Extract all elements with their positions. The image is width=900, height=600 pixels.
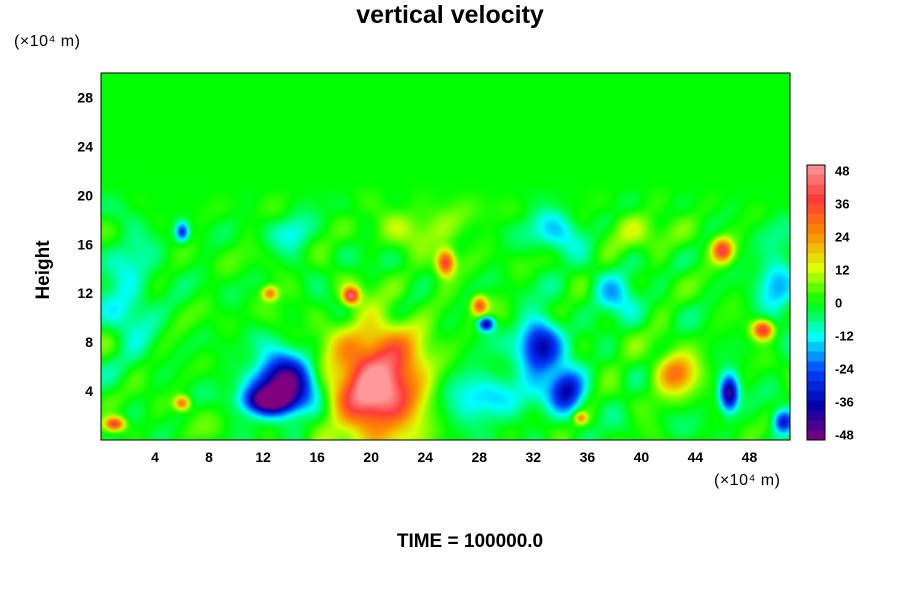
x-axis-ticks: 4 8 12 16 20 24 28 32 36 40 44 48 <box>151 449 757 465</box>
x-tick-label: 48 <box>742 449 758 465</box>
colorbar-swatch <box>807 341 825 353</box>
colorbar-frame <box>806 164 826 441</box>
x-tick-label: 40 <box>634 449 650 465</box>
colorbar-swatch <box>807 420 825 431</box>
colorbar-swatch <box>807 282 825 294</box>
colorbar-tick-label: -48 <box>835 428 854 443</box>
plot-frame <box>100 72 791 441</box>
colorbar-swatch <box>807 400 825 412</box>
colorbar-swatch <box>807 273 825 284</box>
colorbar-swatch <box>807 302 825 313</box>
y-tick-label: 24 <box>77 138 93 154</box>
colorbar-swatch <box>807 312 825 323</box>
x-tick-label: 36 <box>580 449 596 465</box>
colorbar-tick-label: -36 <box>835 395 854 410</box>
x-tick-label: 32 <box>526 449 542 465</box>
colorbar-tick-label: 12 <box>835 263 849 278</box>
chart-title: vertical velocity <box>356 1 544 29</box>
x-tick-label: 28 <box>471 449 487 465</box>
colorbar-swatch <box>807 361 825 372</box>
colorbar-swatch <box>807 184 825 195</box>
colorbar-swatch <box>807 390 825 402</box>
colorbar-tick-label: 48 <box>835 164 849 179</box>
colorbar-tick-label: 24 <box>835 230 850 245</box>
y-tick-label: 28 <box>77 89 93 105</box>
y-tick-label: 12 <box>77 285 93 301</box>
time-label: TIME = 100000.0 <box>396 531 544 552</box>
y-axis-ticks: 4 8 12 16 20 24 28 <box>77 89 93 399</box>
colorbar-swatch <box>807 174 825 186</box>
y-tick-label: 8 <box>85 334 93 350</box>
y-tick-label: 20 <box>77 187 93 203</box>
colorbar-swatch <box>807 410 825 421</box>
colorbar-swatch <box>807 371 825 382</box>
colorbar-swatch <box>807 351 825 362</box>
colorbar-swatch <box>807 214 825 225</box>
x-tick-label: 20 <box>363 449 379 465</box>
x-tick-label: 24 <box>417 449 433 465</box>
colorbar-swatch <box>807 322 825 333</box>
colorbar-swatch <box>807 430 825 441</box>
colorbar-swatch <box>807 165 825 176</box>
colorbar-swatch <box>807 194 825 205</box>
x-axis-unit: (×10⁴ m) <box>714 472 781 489</box>
colorbar-tick-label: -24 <box>835 362 855 377</box>
colorbar-tick-label: -12 <box>835 329 854 344</box>
colorbar-swatch <box>807 263 825 274</box>
colorbar-swatch <box>807 204 825 215</box>
x-tick-label: 4 <box>151 449 159 465</box>
x-tick-label: 16 <box>309 449 325 465</box>
colorbar-tick-label: 0 <box>835 296 842 311</box>
colorbar-swatch <box>807 233 825 245</box>
colorbar: 48 36 24 12 0 -12 -24 -36 -48 <box>806 164 855 443</box>
velocity-field-heatmap <box>101 73 790 440</box>
colorbar-tick-label: 36 <box>835 197 849 212</box>
colorbar-swatch <box>807 243 825 254</box>
colorbar-swatch <box>807 381 825 392</box>
y-axis-unit: (×10⁴ m) <box>14 33 81 50</box>
colorbar-swatch <box>807 292 825 303</box>
y-tick-label: 16 <box>77 236 93 252</box>
colorbar-swatch <box>807 253 825 264</box>
x-tick-label: 8 <box>205 449 213 465</box>
colorbar-swatch <box>807 223 825 235</box>
x-tick-label: 44 <box>688 449 704 465</box>
colorbar-swatch <box>807 331 825 343</box>
x-tick-label: 12 <box>255 449 271 465</box>
y-tick-label: 4 <box>85 383 93 399</box>
